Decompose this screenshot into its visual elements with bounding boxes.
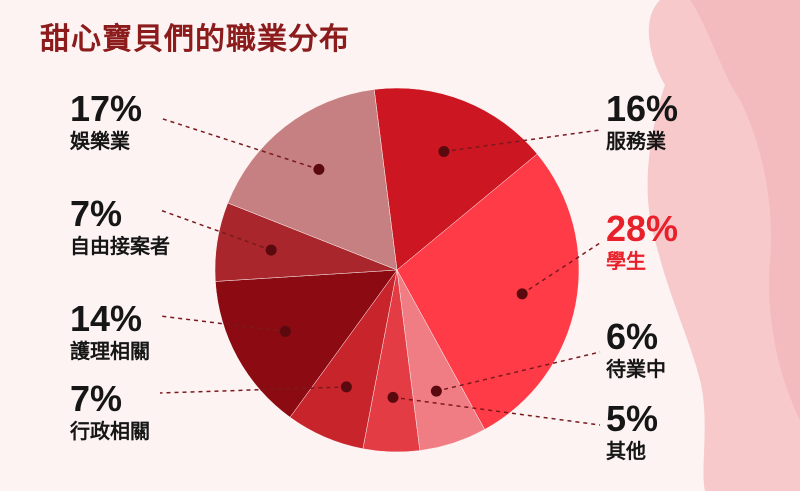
slice-marker (265, 244, 277, 256)
leader-line (443, 129, 601, 153)
leader-line (159, 315, 286, 333)
pie-slice (215, 269, 398, 418)
slice-name: 服務業 (606, 129, 666, 153)
label-unemployed: 6% 待業中 (606, 318, 666, 382)
slice-pct: 6% (606, 316, 659, 357)
slice-name: 娛樂業 (70, 129, 130, 153)
leader-line (392, 396, 601, 426)
slice-marker (279, 325, 291, 337)
label-entertainment: 17% 娛樂業 (70, 90, 142, 154)
slice-name: 學生 (606, 249, 646, 273)
slice-marker (516, 288, 528, 300)
slice-pct: 7% (70, 378, 123, 419)
label-other: 5% 其他 (606, 400, 658, 464)
pie-slice (373, 87, 538, 271)
slice-name: 待業中 (606, 357, 666, 381)
slice-pct: 7% (70, 193, 123, 234)
chart-title: 甜心寶貝們的職業分布 (40, 22, 350, 57)
slice-pct: 17% (70, 88, 143, 129)
label-service: 16% 服務業 (606, 90, 678, 154)
slice-pct: 14% (70, 298, 143, 339)
slice-marker (340, 381, 352, 393)
slice-name: 護理相關 (70, 339, 150, 363)
slice-name: 行政相關 (70, 419, 150, 443)
label-student: 28% 學生 (606, 210, 678, 274)
slice-name: 其他 (606, 439, 646, 463)
slice-pct: 5% (606, 398, 659, 439)
leader-line (159, 386, 347, 394)
slice-marker (313, 163, 325, 175)
slice-marker (387, 391, 399, 403)
label-nursing: 14% 護理相關 (70, 300, 150, 364)
pie-slice (396, 153, 580, 430)
pie-slice (227, 89, 398, 271)
slice-name: 自由接案者 (70, 234, 170, 258)
slice-pct: 28% (606, 208, 679, 249)
slice-marker (438, 146, 450, 158)
slice-marker (430, 385, 442, 397)
label-admin: 7% 行政相關 (70, 380, 150, 444)
leader-line (159, 117, 320, 171)
label-freelancer: 7% 自由接案者 (70, 195, 170, 259)
leader-line (159, 209, 272, 251)
slice-pct: 16% (606, 88, 679, 129)
